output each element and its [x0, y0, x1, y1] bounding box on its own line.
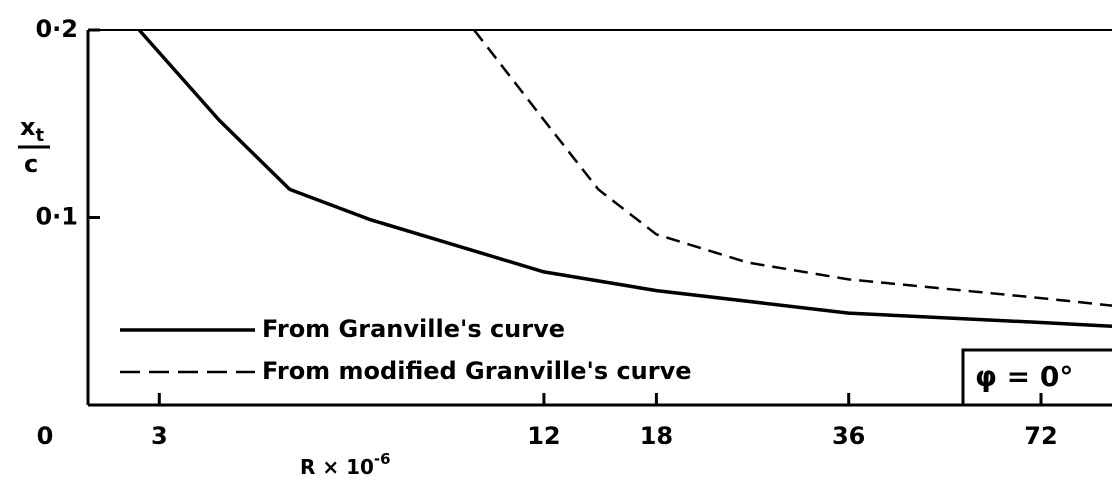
- x-label-text: R × 10: [300, 455, 374, 479]
- y-label-numerator: xt: [20, 113, 44, 146]
- x-label-exponent: -6: [374, 450, 391, 468]
- x-tick-label: 36: [832, 422, 865, 450]
- y-tick-label: 0·1: [35, 203, 78, 231]
- y-label-denominator: c: [24, 150, 38, 178]
- y-label-sub: t: [35, 125, 44, 146]
- y-tick-label: 0: [37, 422, 54, 450]
- x-tick-label: 72: [1024, 422, 1057, 450]
- legend-label: From Granville's curve: [262, 315, 565, 343]
- x-label: R × 10-6: [300, 450, 391, 479]
- series-line: [137, 28, 1112, 329]
- x-tick-label: 12: [527, 422, 560, 450]
- series-line: [473, 29, 1112, 307]
- y-tick-label: 0·2: [35, 15, 78, 43]
- legend-label: From modified Granville's curve: [262, 357, 692, 385]
- x-tick-label: 18: [640, 422, 673, 450]
- annotation-box: [961, 348, 1112, 407]
- x-tick-label: 3: [151, 422, 168, 450]
- y-label-x: x: [20, 113, 36, 141]
- annotation: φ = 0°: [975, 360, 1073, 393]
